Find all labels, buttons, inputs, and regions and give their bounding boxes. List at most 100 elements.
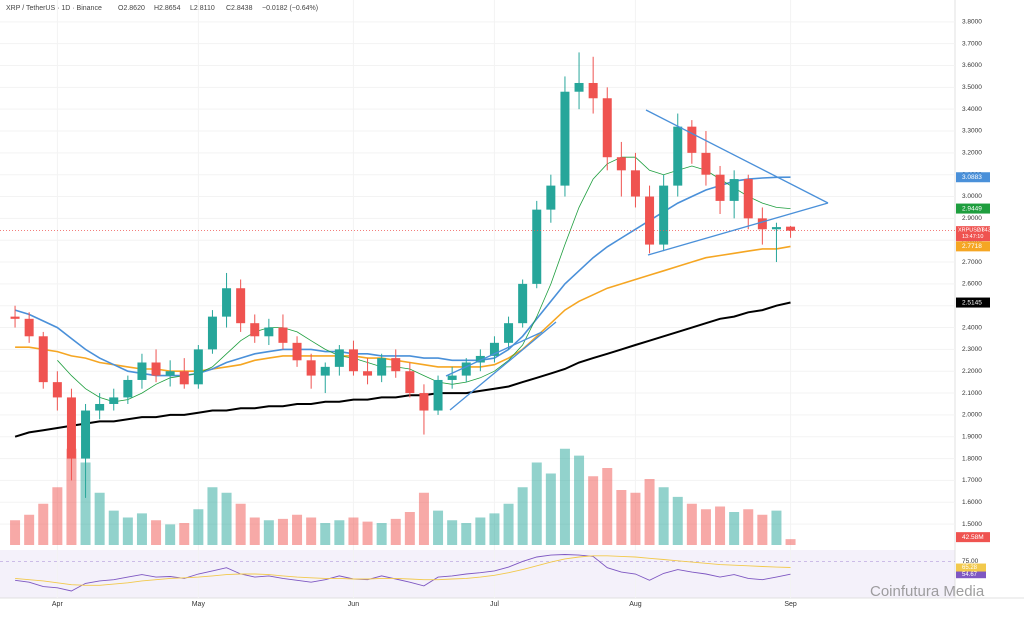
volume-bar (320, 523, 331, 545)
candle-body (447, 375, 457, 380)
candle-body (193, 349, 203, 385)
last-value-label: 2.9449 (962, 205, 982, 212)
rsi-last-label: 65.28 (962, 565, 978, 571)
candle-body (602, 98, 612, 158)
volume-bar (52, 487, 63, 545)
y-tick-label: 3.8000 (962, 19, 982, 26)
y-tick-label: 1.6000 (962, 499, 982, 506)
y-tick-label: 2.1000 (962, 390, 982, 397)
rsi-line (15, 555, 791, 586)
candle-body (574, 82, 584, 92)
candle-body (461, 362, 471, 376)
candle-body (729, 179, 739, 201)
candle-body (560, 91, 570, 186)
volume-bar (729, 512, 740, 545)
watermark: Coinfutura Media (870, 583, 985, 600)
volume-bar (108, 510, 119, 545)
volume-bar (80, 462, 91, 545)
rsi-tag (956, 563, 986, 572)
y-tick-label: 2.6000 (962, 281, 982, 288)
volume-bar (24, 514, 35, 545)
trendline (449, 321, 557, 411)
countdown: 13:47:10 (962, 234, 983, 240)
candle-body (786, 226, 796, 231)
trendline (647, 202, 829, 256)
candle-body (320, 366, 330, 376)
x-tick-label: Jul (490, 601, 499, 608)
volume-bar (306, 517, 317, 545)
volume-bar (221, 492, 232, 545)
y-tick-label: 3.3000 (962, 128, 982, 135)
x-tick-label: Jun (348, 601, 359, 608)
volume-bar (249, 517, 260, 545)
volume-bar (348, 517, 359, 545)
x-tick-label: Apr (52, 601, 64, 608)
trendline (445, 331, 543, 377)
volume-bar (630, 492, 641, 545)
volume-bar (785, 539, 796, 545)
candle-body (659, 185, 669, 245)
candle-body (334, 349, 344, 367)
candle-body (588, 82, 598, 99)
volume-bar (334, 520, 345, 545)
candle-body (757, 218, 767, 230)
ohlc-value: H2.8654 (154, 5, 181, 12)
y-tick-label: 2.3000 (962, 346, 982, 353)
volume-bar (531, 462, 542, 545)
volume-bar (136, 513, 147, 545)
candle-body (673, 126, 683, 186)
candle-body (52, 382, 62, 398)
y-tick-label: 2.0000 (962, 412, 982, 419)
candle-body (38, 336, 48, 383)
y-tick-label: 1.8000 (962, 455, 982, 462)
x-tick-label: Aug (629, 601, 642, 608)
candle-body (95, 403, 105, 411)
current-price-label: 2.8438 (977, 228, 994, 234)
volume-bar (390, 518, 401, 545)
volume-bar (616, 490, 627, 545)
candle-body (419, 393, 429, 411)
candle-body (292, 342, 302, 361)
volume-bar (404, 512, 415, 545)
price-tag (956, 532, 990, 543)
candle-body (405, 371, 415, 394)
volume-bar (376, 523, 387, 545)
candle-body (250, 323, 260, 337)
volume-bar (66, 448, 77, 545)
volume-bar (94, 492, 105, 545)
last-value-label: 3.0883 (962, 174, 982, 181)
candle-body (236, 288, 246, 324)
candle-body (109, 397, 119, 404)
candle-body (222, 288, 232, 317)
rsi-tag (956, 570, 986, 579)
trendline (645, 109, 829, 204)
x-tick-label: Sep (784, 601, 797, 608)
rsi-tick-label: 75.00 (962, 558, 979, 565)
price-tag (956, 226, 990, 242)
candle-body (363, 371, 373, 376)
price-tag (956, 172, 990, 183)
candle-body (207, 316, 217, 350)
ohlc-value: C2.8438 (226, 5, 253, 12)
ohlc-value: −0.0182 (−0.64%) (262, 5, 318, 12)
last-value-label: 2.5145 (962, 299, 982, 306)
candle-body (306, 360, 316, 376)
rsi-line (15, 554, 791, 592)
volume-bar (263, 520, 274, 545)
volume-bar (686, 503, 697, 545)
volume-bar (461, 523, 472, 545)
moving-average-line (57, 156, 791, 403)
symbol-title: XRP / TetherUS · 1D · Binance (6, 5, 102, 12)
candle-body (81, 410, 91, 459)
volume-bar (235, 503, 246, 545)
volume-bar (292, 514, 303, 545)
candle-body (715, 174, 725, 201)
y-tick-label: 1.9000 (962, 433, 982, 440)
candle-body (546, 185, 556, 210)
volume-bar (559, 448, 570, 545)
candle-body (264, 327, 274, 337)
volume-bar (517, 487, 528, 545)
candle-body (433, 379, 443, 411)
candle-body (66, 397, 76, 459)
candle-body (532, 209, 542, 284)
